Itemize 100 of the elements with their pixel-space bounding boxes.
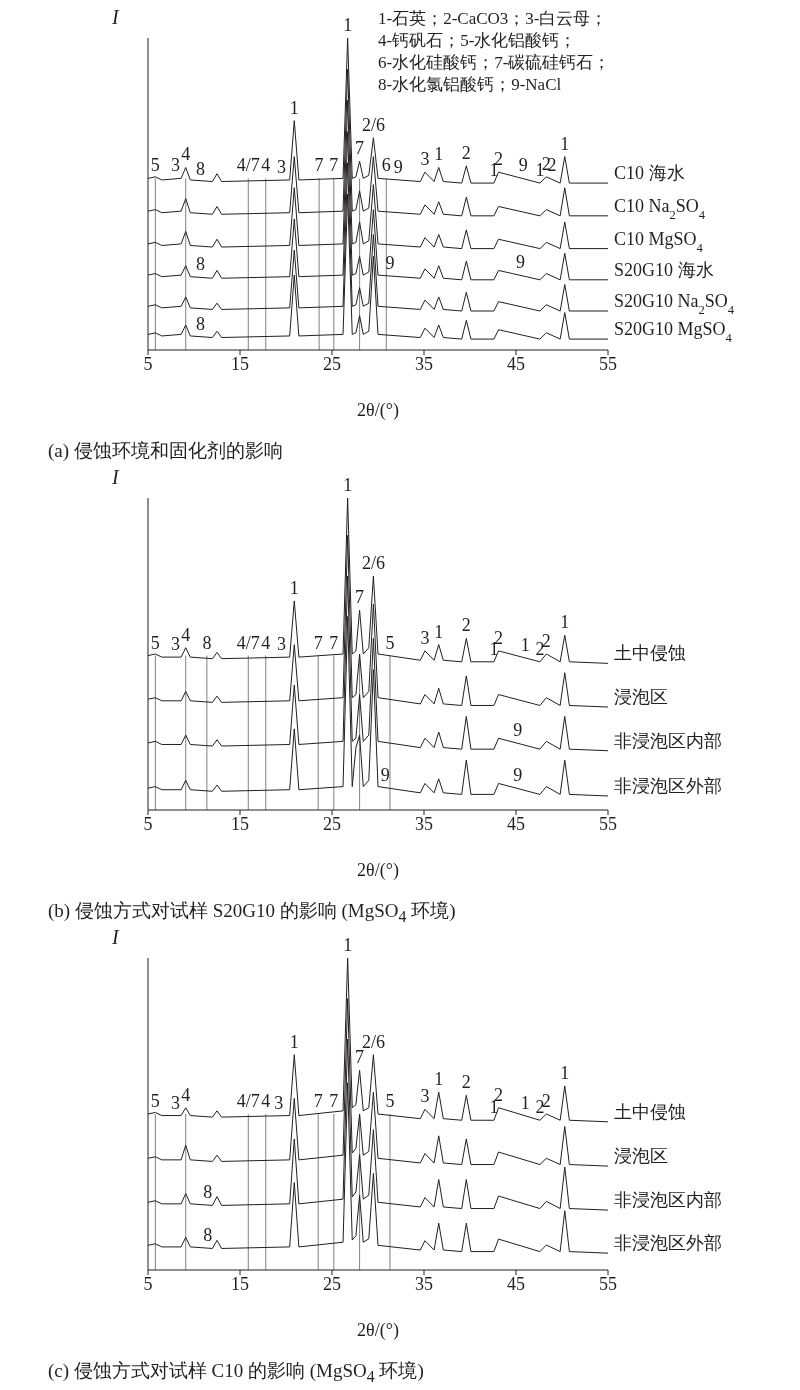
annotation: 8-水化氯铝酸钙；9-NaCl bbox=[378, 74, 563, 96]
annotation: 7 bbox=[355, 1047, 365, 1068]
annotation: 1 bbox=[289, 97, 299, 118]
x-tick-label: 15 bbox=[231, 813, 249, 834]
x-axis-title: 2θ/(°) bbox=[357, 400, 399, 421]
annotation: 9 bbox=[513, 720, 523, 741]
annotation: 1 bbox=[289, 577, 299, 598]
series-label: 非浸泡区内部 bbox=[614, 730, 722, 751]
annotation: 1 bbox=[520, 1092, 530, 1113]
series-label: C10 MgSO$_{4}$ bbox=[614, 228, 704, 255]
annotation: 4/7 bbox=[236, 1091, 260, 1111]
x-tick-label: 45 bbox=[507, 813, 525, 834]
annotation: 1 bbox=[560, 133, 570, 154]
annotation: 9 bbox=[513, 765, 523, 786]
series-label: S20G10 MgSO$_{4}$ bbox=[614, 319, 733, 346]
annotation: 9 bbox=[380, 764, 390, 785]
x-tick-label: 35 bbox=[415, 353, 433, 374]
annotation: 6-水化硅酸钙；7-碳硫硅钙石； bbox=[378, 52, 611, 74]
series-label: 浸泡区 bbox=[614, 687, 668, 708]
annotation: 2/6 bbox=[361, 114, 385, 135]
annotation: 8 bbox=[195, 158, 205, 179]
series-label: C10 海水 bbox=[614, 163, 685, 184]
annotation: 7 bbox=[314, 155, 324, 176]
series-label: 浸泡区 bbox=[614, 1146, 668, 1167]
series-label: 土中侵蚀 bbox=[614, 1101, 686, 1122]
annotation: 1 bbox=[434, 621, 444, 642]
annotation: 4 bbox=[261, 632, 271, 653]
text: 1-石英；2-CaCO3；3-白云母； bbox=[378, 8, 609, 30]
annotation: 4 bbox=[181, 144, 191, 165]
x-tick-label: 5 bbox=[143, 813, 153, 834]
annotation: 1 bbox=[434, 144, 444, 165]
annotation: 3 bbox=[420, 1086, 430, 1107]
annotation: 3 bbox=[420, 149, 430, 170]
annotation: 3 bbox=[420, 627, 430, 648]
x-tick-label: 45 bbox=[507, 1273, 525, 1294]
y-axis-title: I bbox=[111, 466, 120, 489]
annotation: 2 bbox=[535, 638, 545, 659]
annotation: 3 bbox=[276, 634, 286, 655]
x-tick-label: 15 bbox=[231, 353, 249, 374]
annotation: 3 bbox=[171, 634, 181, 655]
annotation: 5 bbox=[385, 632, 395, 653]
annotation: 3 bbox=[171, 1092, 181, 1113]
x-tick-label: 55 bbox=[599, 353, 617, 374]
annotation: 2 bbox=[494, 149, 504, 170]
annotation: 1 bbox=[560, 1062, 570, 1083]
x-tick-label: 5 bbox=[143, 1273, 153, 1294]
annotation: 4 bbox=[261, 155, 271, 176]
x-tick-label: 55 bbox=[599, 1273, 617, 1294]
x-tick-label: 35 bbox=[415, 1273, 433, 1294]
x-axis-title: 2θ/(°) bbox=[357, 1320, 399, 1341]
text: (a) 侵蚀环境和固化剂的影响 bbox=[48, 439, 284, 463]
annotation: 7 bbox=[313, 1091, 323, 1111]
annotation: 5 bbox=[150, 632, 160, 653]
annotation: 8 bbox=[203, 1182, 213, 1203]
annotation: 6 bbox=[381, 155, 391, 176]
annotation: 7 bbox=[329, 1091, 339, 1111]
annotation: 2/6 bbox=[361, 553, 385, 573]
series-label: C10 Na$_{2}$SO$_{4}$ bbox=[614, 195, 706, 222]
annotation: 1 bbox=[560, 612, 570, 633]
x-tick-label: 45 bbox=[507, 353, 525, 374]
annotation: 9 bbox=[518, 155, 528, 176]
series-label: S20G10 Na$_{2}$SO$_{4}$ bbox=[614, 291, 735, 317]
annotation: 4 bbox=[261, 1091, 271, 1111]
series-label: 土中侵蚀 bbox=[614, 643, 686, 664]
annotation: 2 bbox=[494, 1084, 504, 1105]
annotation: 4 bbox=[181, 1084, 191, 1105]
annotation: 2 bbox=[461, 142, 471, 163]
text: (c) 侵蚀方式对试样 C10 的影响 (MgSO$_{4}$ 环境) bbox=[48, 1359, 425, 1387]
annotation: 4/7 bbox=[236, 632, 260, 653]
y-axis-title: I bbox=[111, 926, 120, 949]
annotation: 1 bbox=[343, 935, 353, 955]
annotation: 5 bbox=[150, 155, 160, 176]
x-tick-label: 25 bbox=[323, 1273, 341, 1294]
annotation: 8 bbox=[195, 254, 205, 275]
text: (b) 侵蚀方式对试样 S20G10 的影响 (MgSO$_{4}$ 环境) bbox=[48, 899, 457, 927]
annotation: 7 bbox=[355, 138, 365, 159]
annotation: 3 bbox=[171, 155, 181, 176]
annotation: 1 bbox=[343, 475, 353, 495]
annotation: 1 bbox=[520, 635, 530, 656]
annotation: 4-钙矾石；5-水化铝酸钙； bbox=[378, 30, 578, 52]
annotation: 1 bbox=[289, 1031, 299, 1052]
annotation: 9 bbox=[385, 253, 395, 274]
annotation: 8 bbox=[203, 1225, 213, 1246]
x-tick-label: 25 bbox=[323, 353, 341, 374]
annotation: 7 bbox=[329, 155, 339, 176]
series-label: 非浸泡区内部 bbox=[614, 1190, 722, 1211]
x-tick-label: 25 bbox=[323, 813, 341, 834]
annotation: 3 bbox=[276, 156, 286, 177]
annotation: 8 bbox=[202, 632, 212, 653]
annotation: 8 bbox=[195, 313, 205, 334]
annotation: 2 bbox=[461, 1072, 471, 1093]
series-label: 非浸泡区外部 bbox=[614, 1233, 722, 1254]
series-label: 非浸泡区外部 bbox=[614, 775, 722, 796]
annotation: 3 bbox=[274, 1092, 284, 1113]
annotation: 7 bbox=[355, 587, 365, 608]
x-tick-label: 35 bbox=[415, 813, 433, 834]
annotation: 4/7 bbox=[236, 155, 260, 176]
annotation: 9 bbox=[516, 252, 526, 273]
x-axis-title: 2θ/(°) bbox=[357, 860, 399, 881]
x-tick-label: 55 bbox=[599, 813, 617, 834]
